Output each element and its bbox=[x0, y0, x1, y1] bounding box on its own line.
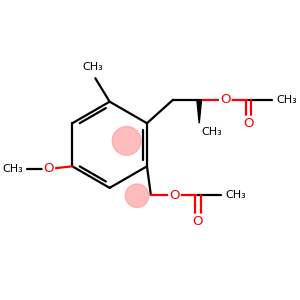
Text: CH₃: CH₃ bbox=[82, 62, 103, 72]
Text: O: O bbox=[44, 162, 54, 176]
Text: CH₃: CH₃ bbox=[202, 127, 223, 137]
Circle shape bbox=[125, 184, 149, 208]
Text: CH₃: CH₃ bbox=[276, 95, 297, 105]
Text: O: O bbox=[220, 93, 231, 106]
Circle shape bbox=[112, 127, 141, 155]
Text: O: O bbox=[244, 117, 254, 130]
Text: O: O bbox=[193, 215, 203, 228]
Text: CH₃: CH₃ bbox=[2, 164, 23, 174]
Polygon shape bbox=[197, 100, 202, 123]
Text: CH₃: CH₃ bbox=[225, 190, 246, 200]
Text: O: O bbox=[169, 189, 180, 202]
